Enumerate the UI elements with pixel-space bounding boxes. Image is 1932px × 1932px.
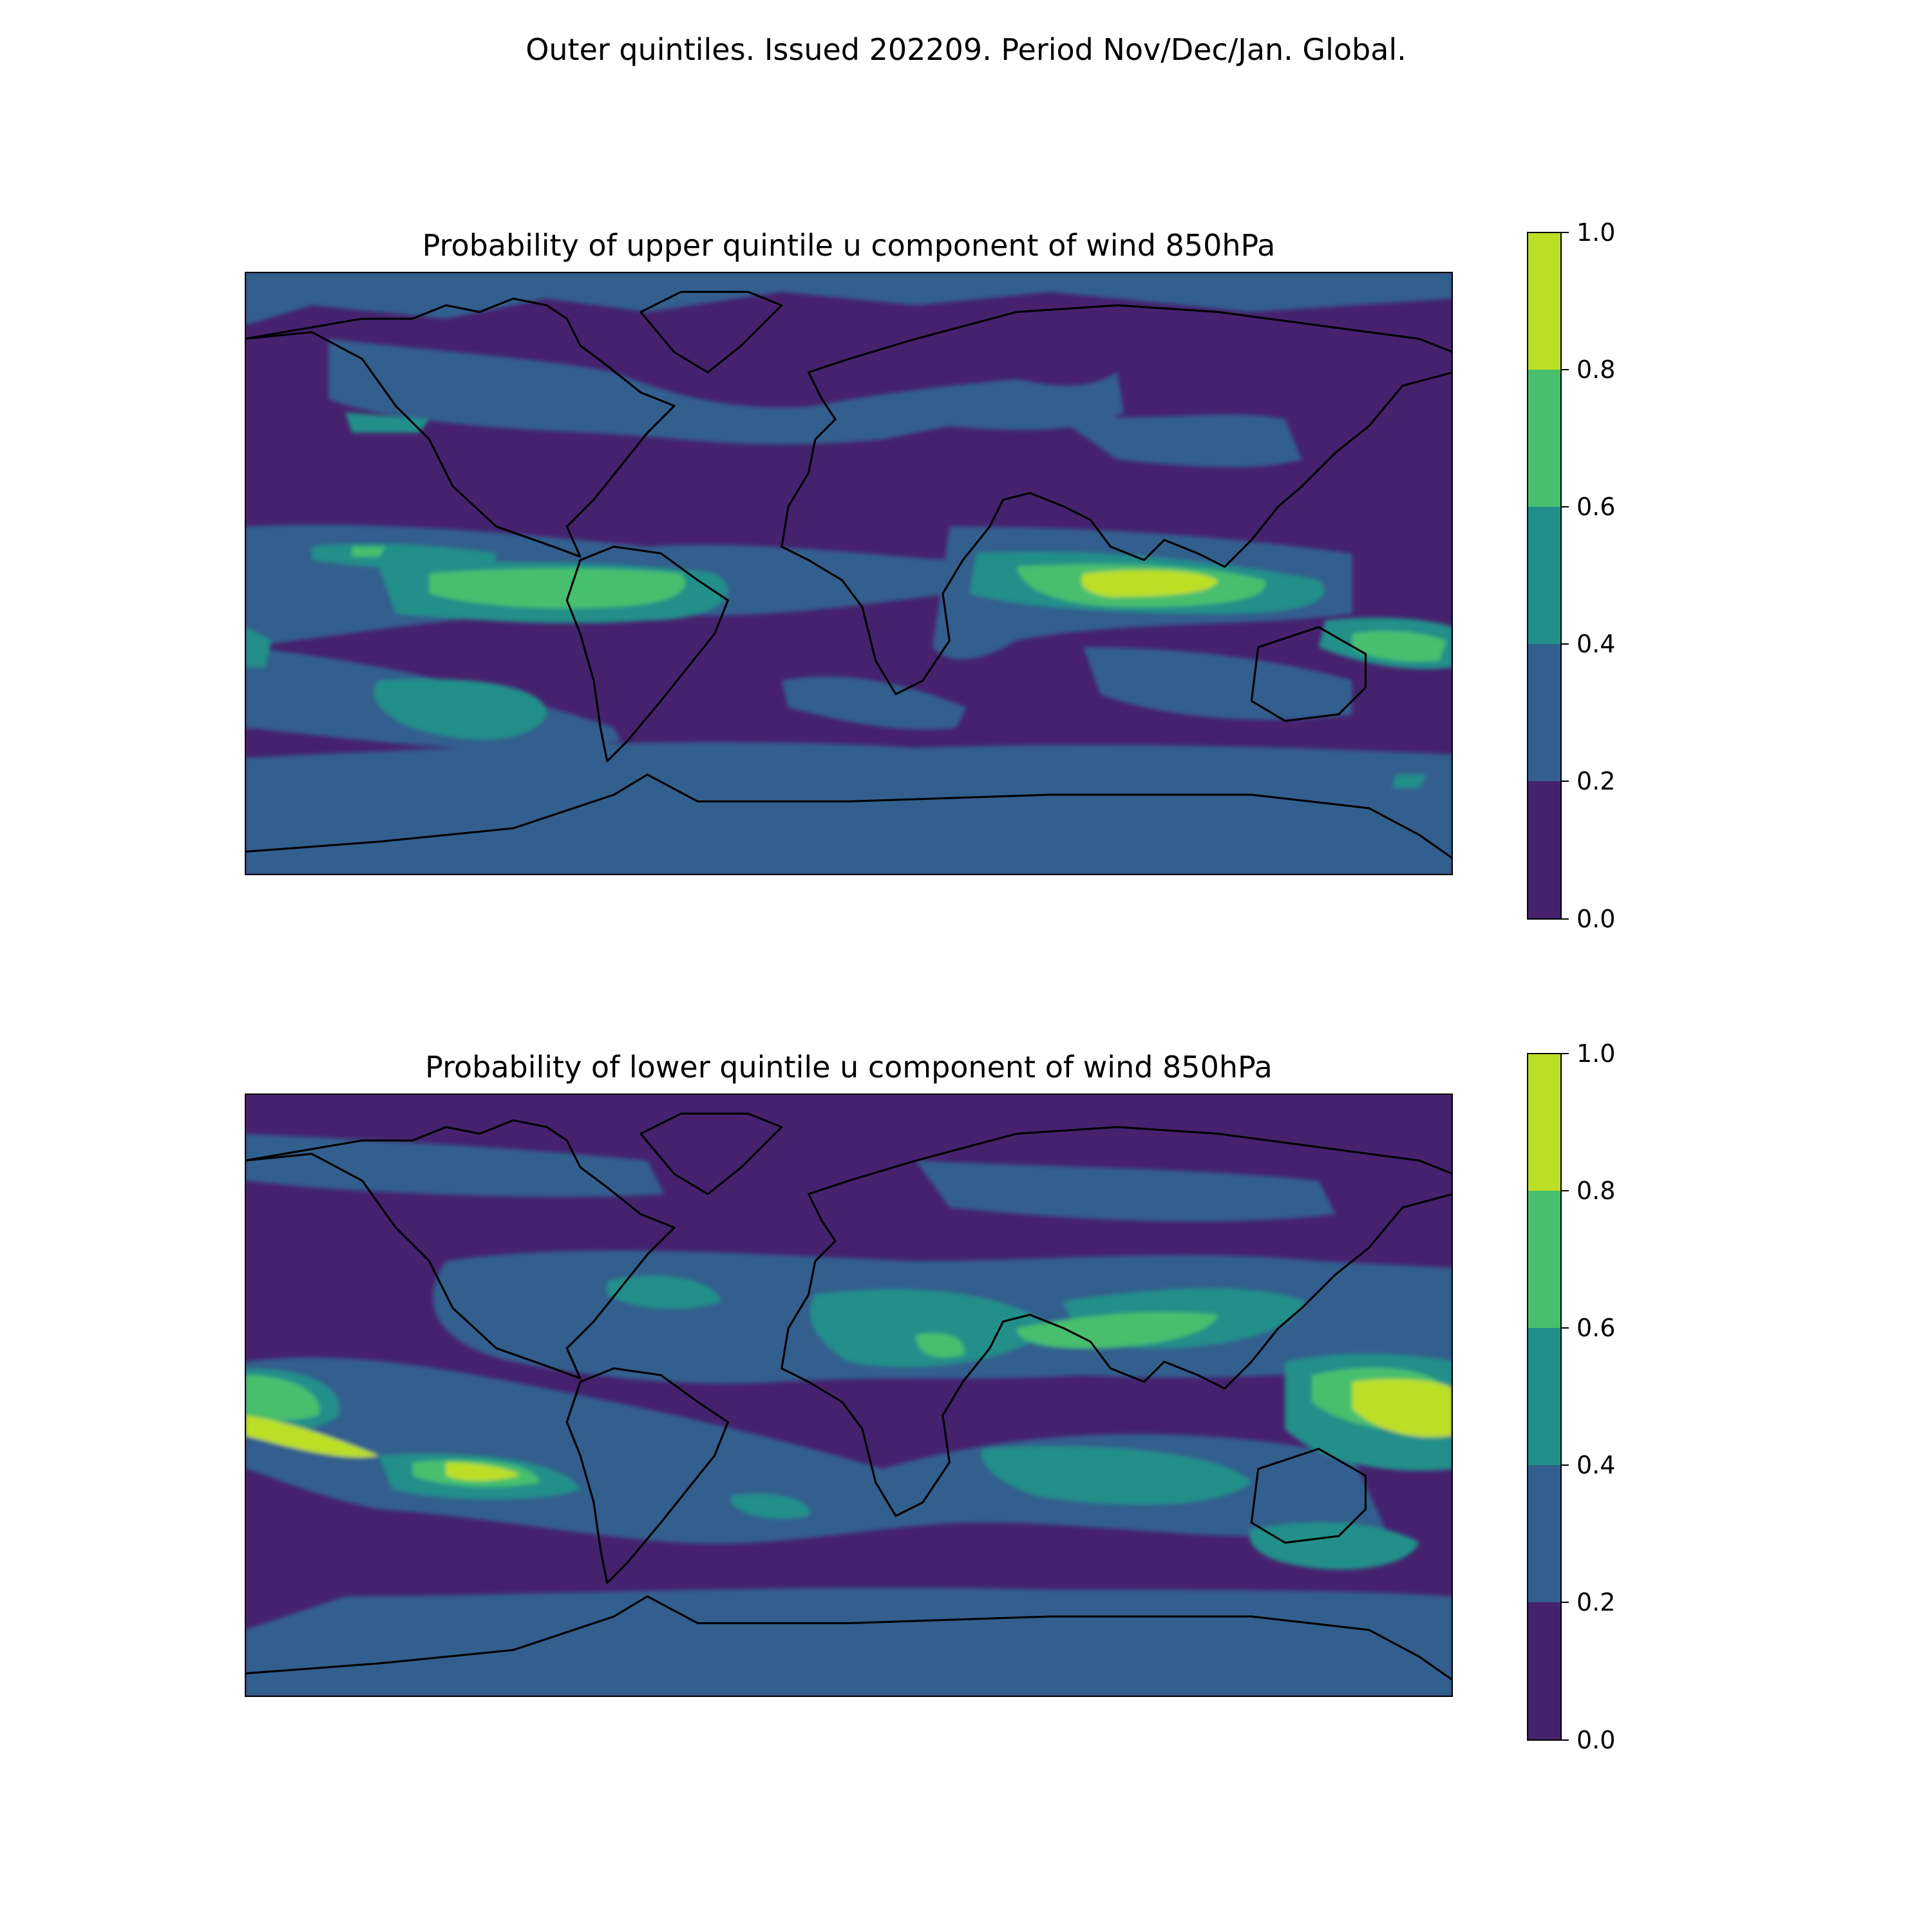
colorbar-tick-label: 0.4 [1577, 630, 1615, 658]
south-america-coast [565, 545, 729, 762]
figure-title: Outer quintiles. Issued 202209. Period N… [526, 32, 1406, 67]
colorbar-tick-label: 0.2 [1577, 1588, 1615, 1616]
australia-coast [1250, 626, 1367, 723]
coastlines [245, 1112, 1453, 1681]
colorbar-tick-label: 0.6 [1577, 1314, 1615, 1342]
greenland-coast [639, 1112, 783, 1195]
probability-0.8-1.0-regions [245, 1379, 1453, 1481]
lower-quintile-map [245, 1094, 1453, 1697]
coastlines [245, 290, 1453, 860]
colorbar-tick-label: 0.8 [1577, 355, 1615, 384]
greenland-coast [639, 290, 783, 374]
colorbar-bands [1528, 1054, 1561, 1740]
antarctica-coast [245, 1595, 1453, 1681]
upper-quintile-map [245, 272, 1453, 875]
south-america-coast [565, 1367, 729, 1584]
upper-panel-title: Probability of upper quintile u componen… [422, 228, 1276, 263]
colorbar-tick-label: 1.0 [1577, 1039, 1615, 1068]
probability-0.8-1.0-regions [1081, 570, 1218, 597]
colorbar-tick-label: 0.0 [1577, 905, 1615, 933]
colorbar-tick-label: 0.8 [1577, 1177, 1615, 1205]
colorbar-tick-label: 0.4 [1577, 1451, 1615, 1479]
upper-colorbar: 1.0 0.8 0.6 0.4 0.2 0.0 [1527, 218, 1615, 933]
probability-0.2-0.4-regions [245, 272, 1453, 875]
colorbar-tick-label: 0.0 [1577, 1726, 1615, 1754]
north-america-coast [245, 1119, 676, 1380]
colorbar-outline [1527, 1053, 1562, 1741]
colorbar-bands [1528, 232, 1561, 919]
colorbar-outline [1527, 232, 1562, 920]
eurasia-africa-coast [781, 304, 1453, 696]
lower-panel-title: Probability of lower quintile u componen… [425, 1050, 1273, 1084]
australia-coast [1250, 1448, 1367, 1544]
probability-0.6-0.8-regions [352, 546, 1446, 662]
lower-colorbar: 1.0 0.8 0.6 0.4 0.2 0.0 [1527, 1039, 1615, 1754]
eurasia-africa-coast [781, 1126, 1453, 1517]
colorbar-tick-label: 0.6 [1577, 493, 1615, 521]
colorbar-tick-label: 0.2 [1577, 767, 1615, 795]
north-america-coast [245, 298, 676, 558]
colorbar-tick-label: 1.0 [1577, 218, 1615, 247]
antarctica-coast [245, 773, 1453, 860]
